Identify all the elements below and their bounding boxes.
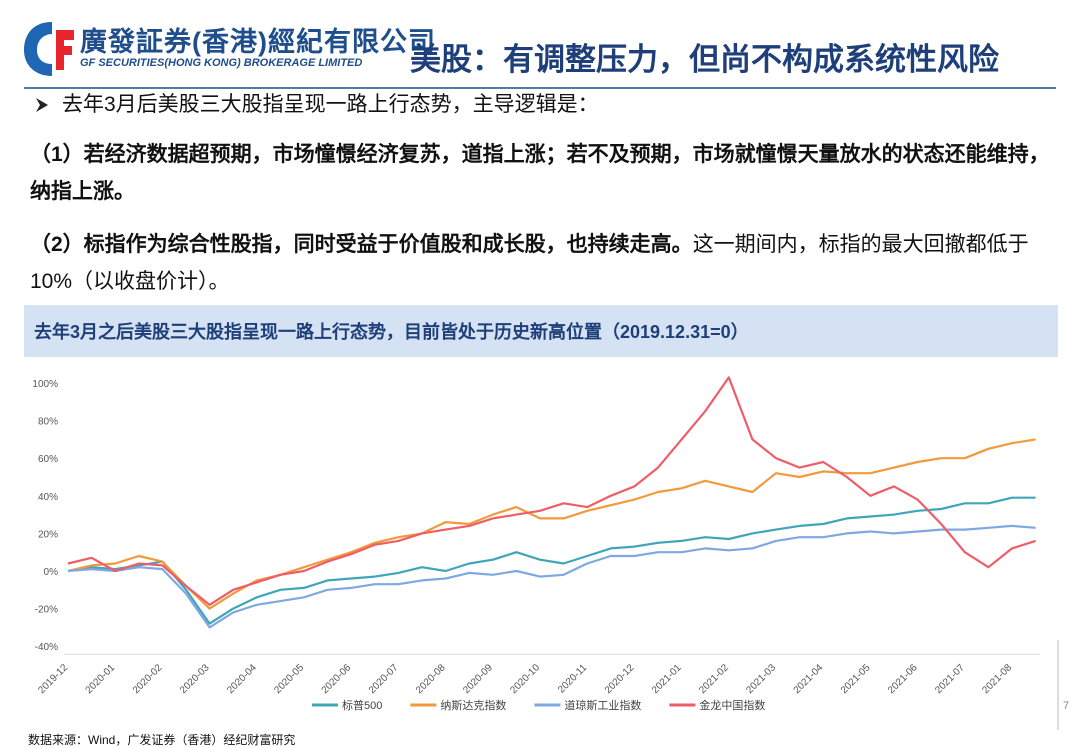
x-tick-label: 2020-06 xyxy=(320,662,354,696)
x-tick-label: 2021-04 xyxy=(792,662,826,696)
legend-label: 纳斯达克指数 xyxy=(440,698,506,712)
x-tick-label: 2020-11 xyxy=(556,662,590,696)
x-tick-label: 2021-02 xyxy=(697,662,731,696)
x-tick-label: 2020-09 xyxy=(461,662,495,696)
legend-label: 道琼斯工业指数 xyxy=(564,698,641,712)
source-note: 数据来源：Wind，广发证券（香港）经纪财富研究 xyxy=(28,733,296,747)
company-name-en: GF SECURITIES(HONG KONG) BROKERAGE LIMIT… xyxy=(80,57,363,69)
point-1: （1）若经济数据超预期，市场憧憬经济复苏，道指上涨；若不及预期，市场就憧憬天量放… xyxy=(30,143,1050,203)
y-tick-label: -40% xyxy=(35,642,58,653)
y-tick-label: 100% xyxy=(32,379,58,390)
x-tick-label: 2020-05 xyxy=(272,662,306,696)
x-tick-label: 2020-03 xyxy=(178,662,212,696)
y-tick-label: -20% xyxy=(35,605,58,616)
x-tick-label: 2020-08 xyxy=(414,662,448,696)
x-tick-label: 2021-08 xyxy=(980,662,1014,696)
y-tick-label: 20% xyxy=(38,529,58,540)
point-2-rest: 这一期间内，标指的最大回撤都低于10%（以收盘价计）。 xyxy=(30,233,1029,293)
x-tick-label: 2021-05 xyxy=(839,662,873,696)
y-tick-label: 0% xyxy=(44,567,59,578)
x-tick-label: 2020-10 xyxy=(508,662,542,696)
legend-label: 标普500 xyxy=(342,698,382,712)
x-tick-label: 2020-04 xyxy=(225,662,259,696)
point-2: （2）标指作为综合性股指，同时受益于价值股和成长股，也持续走高。这一期间内，标指… xyxy=(30,226,1055,300)
x-tick-label: 2020-01 xyxy=(84,662,118,696)
x-tick-label: 2021-06 xyxy=(886,662,920,696)
y-tick-label: 80% xyxy=(38,417,58,428)
logo-mark xyxy=(24,22,74,76)
series-line xyxy=(67,438,1036,610)
series-line xyxy=(67,376,1036,606)
bullet-icon xyxy=(36,98,48,112)
legend-label: 金龙中国指数 xyxy=(699,698,765,712)
bullet-intro: 去年3月后美股三大股指呈现一路上行态势，主导逻辑是： xyxy=(62,93,599,116)
x-tick-label: 2021-03 xyxy=(744,662,778,696)
y-tick-label: 60% xyxy=(38,454,58,465)
x-tick-label: 2020-02 xyxy=(131,662,165,696)
series-line xyxy=(67,496,1036,625)
series-line xyxy=(67,524,1036,629)
x-tick-label: 2019-12 xyxy=(36,662,70,696)
x-tick-label: 2020-12 xyxy=(603,662,637,696)
chart-title-band xyxy=(24,305,1058,357)
x-tick-label: 2021-07 xyxy=(933,662,967,696)
slide-title: 美股：有调整压力，但尚不构成系统性风险 xyxy=(410,42,999,77)
chart-title: 去年3月之后美股三大股指呈现一路上行态势，目前皆处于历史新高位置（2019.12… xyxy=(34,321,749,342)
x-tick-label: 2020-07 xyxy=(367,662,401,696)
point-2-bold: （2）标指作为综合性股指，同时受益于价值股和成长股，也持续走高。 xyxy=(30,233,693,256)
x-tick-label: 2021-01 xyxy=(650,662,684,696)
company-name: 廣發証券(香港)經紀有限公司 xyxy=(80,27,436,57)
page-number: 7 xyxy=(1063,700,1070,712)
y-tick-label: 40% xyxy=(38,492,58,503)
